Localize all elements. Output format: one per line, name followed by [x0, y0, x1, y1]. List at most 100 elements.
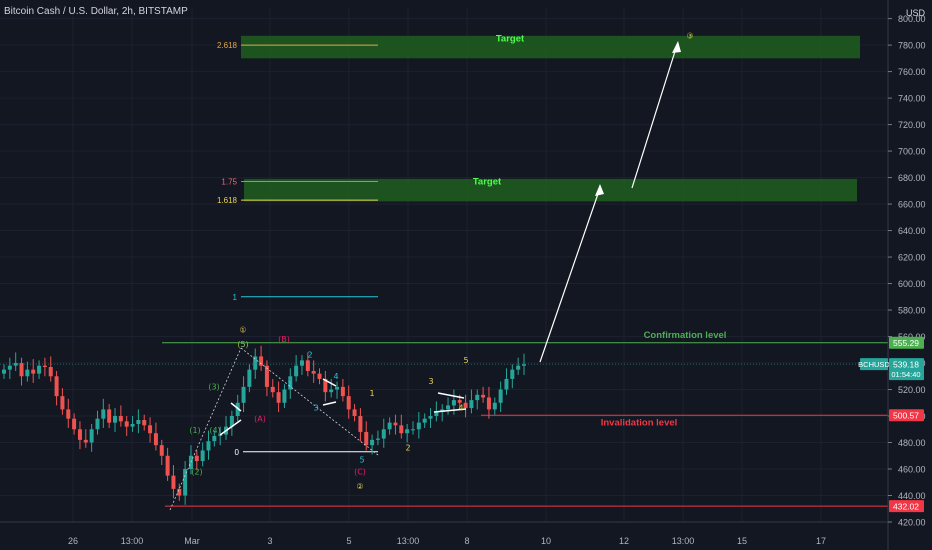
candle-body: [475, 394, 480, 401]
wave-line: [169, 347, 242, 511]
wave-line: [631, 44, 678, 189]
wave-label: (A): [254, 414, 266, 423]
time-tick-label: Mar: [184, 536, 200, 546]
symbol-label: BCHUSD: [858, 360, 890, 369]
candle-body: [89, 429, 94, 443]
price-tick-label: 480.00: [898, 438, 926, 448]
wave-label: (4): [209, 426, 220, 435]
time-tick-label: 13:00: [397, 536, 420, 546]
candle-body: [200, 450, 205, 462]
countdown-label: 01:54:40: [891, 370, 920, 379]
wave-label: (5): [237, 340, 248, 349]
wave-label: ③: [686, 31, 693, 40]
candle-body: [19, 363, 24, 377]
annotations: Target Target Confirmation level Invalidati…: [473, 33, 727, 428]
target-zones: [241, 35, 860, 202]
time-axis[interactable]: 26 13:00 Mar 3 5 13:00 8 10 12 13:00 15 17: [0, 521, 888, 546]
candle-body: [370, 439, 375, 446]
candle-body: [486, 397, 491, 410]
candle-body: [329, 389, 334, 393]
target-zone: [241, 35, 860, 59]
candle-body: [375, 438, 380, 440]
candle-body: [264, 365, 269, 387]
price-tick-label: 780.00: [898, 41, 926, 51]
fib-label: 1.75: [221, 178, 237, 187]
candle-body: [364, 431, 369, 446]
price-tick-label: 680.00: [898, 173, 926, 183]
time-tick-label: 17: [816, 536, 826, 546]
price-tick-label: 620.00: [898, 253, 926, 263]
annotation-text: Target: [473, 177, 502, 188]
candle-body: [247, 369, 252, 387]
candles: [2, 345, 526, 505]
wave-label: (2): [191, 467, 202, 476]
annotation-text: Target: [496, 33, 525, 44]
arrow-head: [595, 184, 604, 196]
last-price-label: 539.18: [893, 359, 919, 369]
candle-body: [340, 386, 345, 397]
candle-body: [299, 360, 304, 366]
candle-body: [469, 400, 474, 409]
wave-line: [322, 401, 337, 406]
candle-body: [288, 376, 293, 390]
candle-body: [165, 455, 170, 476]
candle-body: [498, 389, 503, 403]
wave-label: (B): [278, 335, 290, 344]
candle-body: [241, 386, 246, 403]
wave-label: 4: [458, 404, 463, 413]
candle-body: [311, 370, 316, 374]
time-tick-label: 12: [619, 536, 629, 546]
candle-body: [305, 360, 310, 371]
wave-label: ②: [356, 482, 363, 491]
grid: [0, 8, 888, 523]
price-tick-label: 700.00: [898, 147, 926, 157]
wave-line: [322, 378, 337, 387]
candle-body: [136, 419, 141, 424]
candle-body: [212, 435, 217, 442]
candle-body: [60, 396, 65, 410]
candle-body: [481, 394, 486, 398]
candle-body: [95, 418, 100, 430]
candle-body: [492, 402, 497, 410]
time-tick-label: 13:00: [121, 536, 144, 546]
candle-body: [7, 365, 12, 370]
level-price-label: 555.29: [893, 338, 919, 348]
wave-label: 2: [405, 443, 410, 452]
time-tick-label: 13:00: [672, 536, 695, 546]
price-axis[interactable]: 420.00440.00460.00480.00500.00520.00540.…: [887, 0, 926, 550]
candle-body: [206, 441, 211, 451]
fib-label: 1.618: [217, 196, 238, 205]
price-tick-label: 720.00: [898, 120, 926, 130]
candle-body: [253, 356, 258, 370]
candle-body: [405, 429, 410, 434]
wave-line: [230, 402, 242, 412]
candle-body: [259, 356, 264, 366]
last-price-tag: [889, 358, 924, 381]
price-tick-label: 420.00: [898, 518, 926, 528]
fib-label: 1: [233, 293, 238, 302]
price-tick-label: 520.00: [898, 385, 926, 395]
candle-body: [446, 405, 451, 410]
candle-body: [130, 423, 135, 427]
candle-body: [335, 386, 340, 390]
candle-body: [428, 416, 433, 419]
candle-body: [516, 365, 521, 370]
candle-body: [399, 425, 404, 434]
candle-body: [463, 402, 468, 409]
candle-body: [171, 475, 176, 489]
chart-title: Bitcoin Cash / U.S. Dollar, 2h, BITSTAMP: [4, 6, 188, 17]
candle-body: [153, 433, 158, 446]
symbol-tag: [860, 358, 888, 371]
candle-body: [124, 421, 129, 427]
candle-body: [107, 409, 112, 423]
candle-body: [177, 488, 182, 496]
level-price-tag: [889, 336, 924, 349]
time-tick-label: 3: [267, 536, 272, 546]
wave-label: (1): [189, 426, 200, 435]
candle-body: [159, 445, 164, 456]
price-tick-label: 800.00: [898, 14, 926, 24]
wave-drawings: [169, 41, 681, 511]
candle-body: [13, 363, 18, 366]
